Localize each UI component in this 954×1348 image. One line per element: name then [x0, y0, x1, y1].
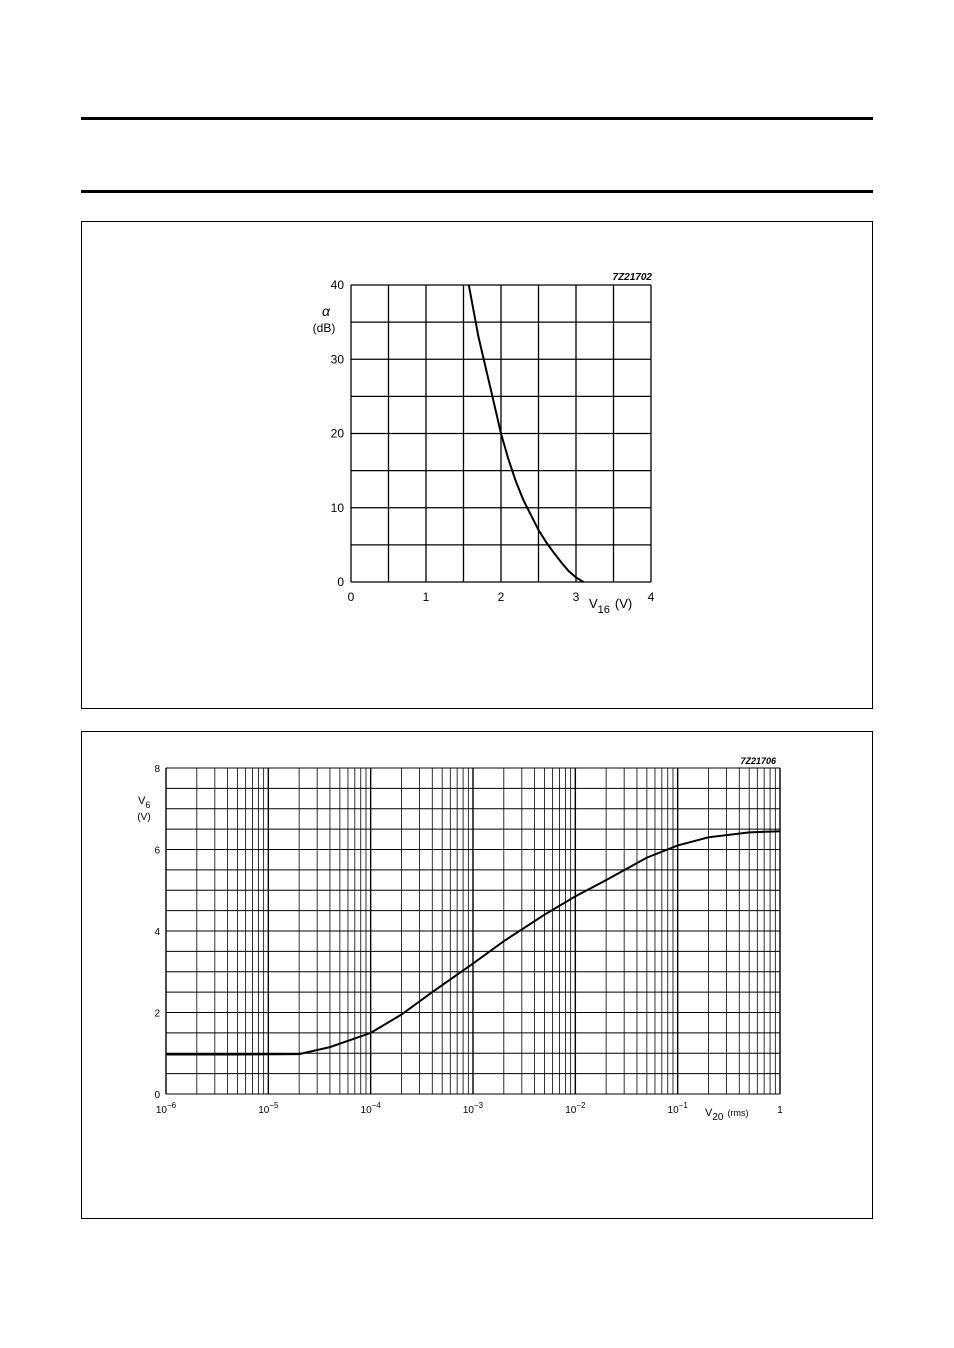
x-tick-label: 2	[498, 590, 505, 604]
y-tick-label: 0	[337, 575, 344, 589]
x-tick-label: 0	[348, 590, 355, 604]
output-voltage-chart-ylabel: V6	[138, 795, 150, 810]
output-voltage-chart-tick-labels: 10−6 10−5 10−4 10−3 10−2 10−1 1 0 2 4 6 8	[154, 764, 783, 1116]
figure-frame-attenuation	[81, 221, 873, 709]
x-tick-label: 1	[423, 590, 430, 604]
attenuation-chart-xlabel: V16 (V)	[589, 596, 632, 616]
header-rule-bottom	[81, 190, 873, 193]
x-tick-label: 3	[573, 590, 580, 604]
y-tick-label: 6	[154, 846, 160, 857]
x-tick-label: 10−1	[668, 1101, 689, 1116]
attenuation-chart-ylabel: α	[322, 303, 331, 319]
attenuation-chart-code: 7Z21702	[613, 272, 653, 283]
y-tick-label: 8	[154, 764, 160, 775]
x-tick-label: 10−2	[565, 1101, 586, 1116]
y-tick-label: 30	[331, 352, 345, 366]
attenuation-chart-grid	[350, 284, 652, 583]
y-tick-label: 4	[154, 927, 160, 938]
x-tick-label: 10−4	[361, 1101, 382, 1116]
output-voltage-chart-ylabel-unit: (V)	[137, 812, 150, 823]
output-voltage-chart-grid	[165, 767, 781, 1095]
x-tick-label: 4	[648, 590, 655, 604]
attenuation-curve	[467, 284, 585, 583]
output-voltage-curve	[166, 830, 781, 1056]
attenuation-chart-ylabel-unit: (dB)	[313, 321, 336, 335]
y-tick-label: 2	[154, 1009, 160, 1020]
output-voltage-chart-code: 7Z21706	[740, 756, 777, 766]
y-tick-label: 40	[331, 278, 345, 292]
x-tick-label: 10−5	[258, 1101, 279, 1116]
output-voltage-chart: 10−6 10−5 10−4 10−3 10−2 10−1 1 0 2 4 6 8 7Z21706 V…	[137, 756, 783, 1123]
x-tick-label: 10−6	[156, 1101, 177, 1116]
figure-frame-output-voltage	[81, 731, 873, 1219]
y-tick-label: 10	[331, 501, 345, 515]
x-tick-label: 1	[777, 1105, 783, 1116]
x-tick-label: 10−3	[463, 1101, 484, 1116]
y-tick-label: 0	[154, 1090, 160, 1101]
header-rule-top	[81, 117, 873, 120]
output-voltage-chart-xlabel: V20 (rms)	[705, 1107, 748, 1123]
y-tick-label: 20	[331, 427, 345, 441]
